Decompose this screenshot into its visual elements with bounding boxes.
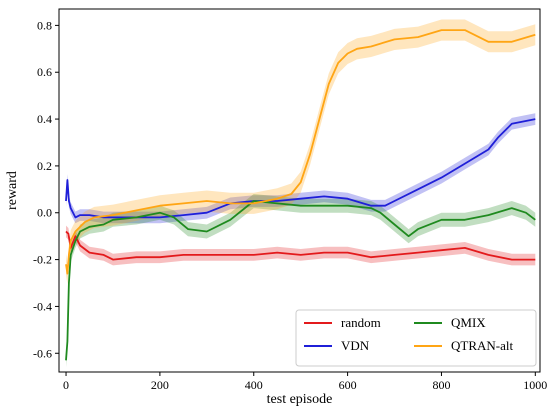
y-axis-ticks: -0.6 -0.4 -0.2 0.0 0.2 0.4 0.6 0.8 — [33, 18, 59, 360]
y-tick-label: 0.4 — [37, 112, 52, 126]
qtran-alt-line — [65, 29, 536, 275]
qmix-line — [65, 200, 536, 361]
y-tick-label: -0.6 — [33, 346, 52, 360]
legend-label-qtran-alt: QTRAN-alt — [451, 338, 513, 353]
y-tick-label: -0.2 — [33, 253, 52, 267]
y-tick-label: 0.8 — [37, 18, 52, 32]
y-tick-label: 0.6 — [37, 65, 52, 79]
x-axis-ticks: 0 200 400 600 800 1000 — [63, 372, 547, 392]
x-tick-label: 200 — [151, 378, 169, 392]
legend-label-random: random — [341, 315, 381, 330]
y-axis-label: reward — [5, 171, 20, 210]
y-tick-label: -0.4 — [33, 299, 52, 313]
vdn-band — [66, 113, 536, 224]
random-line — [65, 230, 536, 261]
y-tick-label: 0.0 — [37, 206, 52, 220]
x-tick-label: 1000 — [523, 378, 547, 392]
legend-box — [295, 309, 537, 367]
random-band — [66, 225, 536, 266]
plot-frame — [58, 8, 541, 373]
x-axis-label: test episode — [267, 392, 333, 407]
x-tick-label: 800 — [432, 378, 450, 392]
qmix-band — [66, 194, 536, 368]
y-tick-label: 0.2 — [37, 159, 52, 173]
series-lines — [65, 29, 536, 361]
x-tick-label: 600 — [339, 378, 357, 392]
x-tick-label: 400 — [245, 378, 263, 392]
x-tick-label: 0 — [63, 378, 69, 392]
legend: random VDN QMIX QTRAN-alt — [295, 309, 537, 367]
legend-label-vdn: VDN — [341, 338, 370, 353]
legend-label-qmix: QMIX — [451, 315, 486, 330]
qtran-alt-band — [66, 19, 536, 285]
